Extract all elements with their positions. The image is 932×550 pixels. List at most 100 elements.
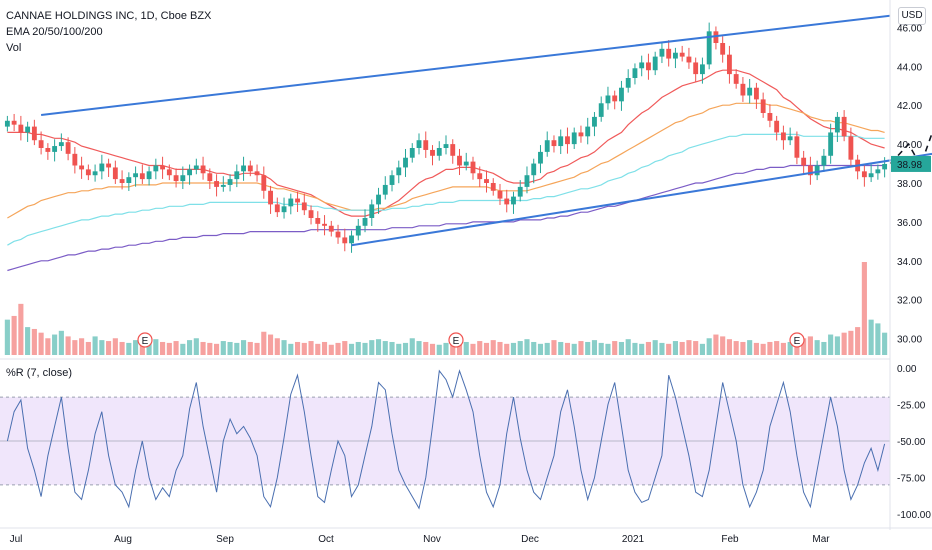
candle-body — [470, 161, 476, 174]
candle-body — [720, 43, 726, 55]
price-tick-label: 32.00 — [897, 296, 922, 307]
volume-bar — [160, 341, 166, 355]
volume-bar — [382, 341, 388, 355]
volume-bar — [281, 340, 287, 355]
price-tick-label: 38.00 — [897, 179, 922, 190]
volume-bar — [456, 343, 463, 355]
volume-bar — [693, 341, 699, 355]
candle-body — [666, 48, 672, 59]
candle-body — [457, 155, 462, 166]
candle-body — [619, 87, 624, 102]
candle-body — [268, 190, 273, 205]
volume-bar — [72, 340, 78, 355]
volume-bar — [193, 338, 199, 355]
candle-body — [52, 146, 58, 152]
candle-body — [349, 235, 354, 244]
candle-body — [31, 126, 37, 141]
candle-body — [423, 140, 429, 150]
volume-bar — [760, 343, 766, 355]
candle-body — [706, 31, 712, 65]
last-price-label: 38.98 — [897, 160, 922, 171]
candle-body — [538, 151, 543, 164]
volume-bar — [112, 338, 118, 355]
candle-body — [166, 169, 172, 176]
candle-body — [187, 169, 193, 176]
volume-bar — [214, 343, 220, 355]
volume-bar — [335, 342, 341, 355]
candle-body — [787, 136, 793, 141]
candle-body — [463, 161, 469, 166]
volume-bar — [706, 338, 712, 355]
candle-body — [119, 179, 125, 183]
volume-bar — [180, 343, 186, 355]
candle-body — [247, 165, 253, 172]
volume-bar — [355, 341, 361, 355]
volume-bar — [787, 341, 793, 355]
candle-body — [511, 196, 516, 205]
volume-bar — [328, 344, 334, 355]
candle-body — [592, 116, 597, 127]
candle-body — [571, 132, 577, 145]
candle-body — [85, 169, 91, 176]
price-tick-label: 36.00 — [897, 218, 922, 229]
candle-body — [126, 177, 132, 183]
candle-body — [861, 171, 867, 178]
time-tick-label: Dec — [521, 534, 539, 545]
volume-bar — [126, 342, 132, 355]
candle-body — [180, 175, 186, 182]
candle-body — [173, 175, 179, 182]
volume-bar — [686, 340, 692, 355]
candle-body — [443, 144, 449, 148]
williams-r-legend[interactable]: %R (7, close) — [6, 367, 73, 379]
time-tick-label: 2021 — [622, 534, 645, 545]
volume-bar — [58, 330, 64, 355]
candle-body — [605, 95, 611, 104]
candle-body — [450, 144, 456, 156]
candle-body — [328, 225, 334, 232]
ema-legend[interactable]: EMA 20/50/100/200 — [6, 26, 103, 38]
candle-body — [254, 171, 260, 176]
symbol-title: CANNAE HOLDINGS INC, 1D, Cboe BZX — [6, 10, 212, 22]
volume-bar — [659, 342, 665, 355]
volume-bar — [713, 334, 719, 355]
volume-bar — [4, 319, 10, 355]
candle-body — [315, 218, 321, 224]
volume-bar — [733, 341, 739, 355]
candle-body — [281, 206, 287, 213]
price-tick-label: 42.00 — [897, 101, 922, 112]
volume-bar — [240, 340, 247, 355]
volume-bar — [821, 341, 827, 355]
volume-bar — [274, 338, 280, 355]
projection-arrow — [890, 130, 932, 168]
candle-body — [646, 62, 651, 71]
channel-upper-line — [40, 14, 891, 116]
currency-button[interactable]: USD — [898, 7, 926, 25]
candle-body — [612, 95, 618, 102]
time-tick-label: Nov — [423, 534, 441, 545]
volume-bar — [618, 341, 625, 355]
candle-body — [848, 136, 854, 160]
volume-bar — [632, 342, 638, 355]
volume-bar — [780, 342, 786, 355]
candle-body — [430, 149, 435, 156]
candle-body — [760, 99, 766, 113]
volume-bar — [416, 341, 422, 355]
candle-body — [214, 181, 219, 187]
volume-legend[interactable]: Vol — [6, 42, 22, 54]
candle-body — [11, 120, 17, 125]
candle-body — [767, 113, 773, 121]
williams-r-tick-label: -25.00 — [897, 400, 926, 411]
williams-r-tick-label: -100.00 — [897, 510, 931, 521]
volume-bar — [45, 338, 51, 355]
volume-bar — [321, 341, 328, 355]
volume-bar — [119, 341, 125, 355]
williams-r-tick-label: 0.00 — [897, 364, 917, 375]
earnings-marker — [137, 332, 153, 348]
volume-bar — [861, 262, 867, 355]
ema-line-ema-100 — [7, 133, 885, 246]
volume-bar — [564, 342, 571, 355]
volume-bar — [558, 341, 564, 355]
volume-bar — [436, 344, 442, 355]
